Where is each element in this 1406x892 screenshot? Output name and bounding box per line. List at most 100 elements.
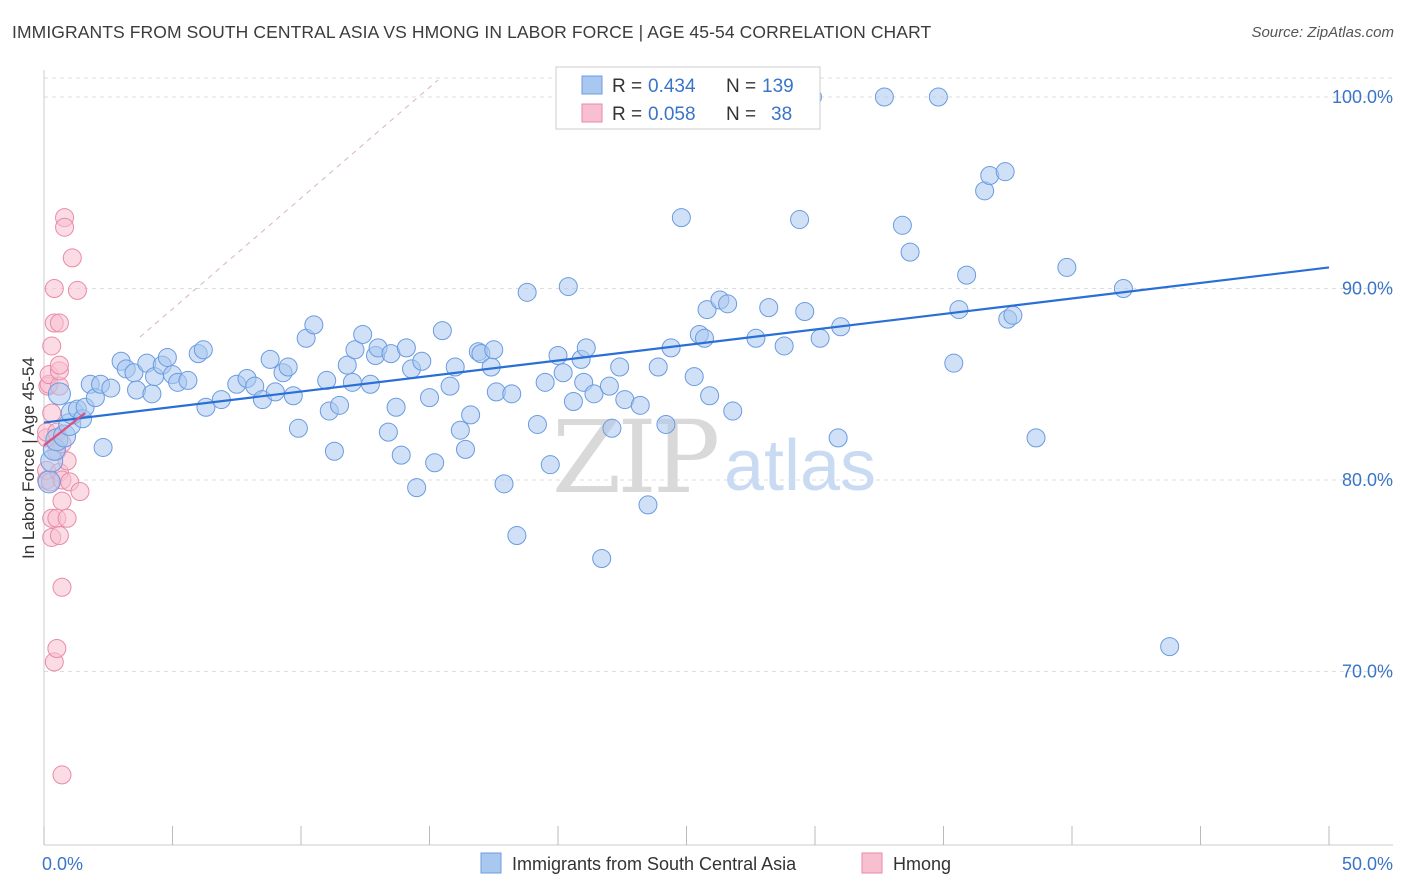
source-label: Source: ZipAtlas.com bbox=[1251, 24, 1394, 41]
blue-point bbox=[671, 208, 691, 228]
pink-point bbox=[47, 639, 67, 659]
y-tick-labels: 70.0% 80.0% 90.0% 100.0% bbox=[1332, 87, 1393, 682]
y-tick-label-90: 90.0% bbox=[1342, 279, 1393, 299]
blue-point bbox=[638, 495, 658, 515]
blue-point bbox=[584, 384, 604, 404]
blue-point bbox=[995, 162, 1015, 182]
axis-ticks bbox=[43, 826, 1330, 845]
legend-label-hmong: Hmong bbox=[893, 854, 951, 874]
blue-point bbox=[892, 215, 912, 235]
blue-point bbox=[790, 210, 810, 230]
x-tick-label-max: 50.0% bbox=[1342, 854, 1393, 874]
blue-point bbox=[342, 372, 362, 392]
y-tick-label-100: 100.0% bbox=[1332, 87, 1393, 107]
hmong-points bbox=[37, 208, 90, 785]
blue-point bbox=[412, 351, 432, 371]
blue-point bbox=[718, 294, 738, 314]
stats-r-value-pink: 0.058 bbox=[648, 104, 696, 125]
stats-legend: R = 0.434 N = 139 R = 0.058 N = 38 bbox=[555, 66, 821, 130]
blue-point bbox=[553, 363, 573, 383]
pink-point bbox=[67, 280, 87, 300]
blue-point bbox=[759, 298, 779, 318]
watermark-zip: ZIP bbox=[552, 399, 717, 516]
blue-point bbox=[330, 395, 350, 415]
blue-point bbox=[810, 328, 830, 348]
blue-point bbox=[260, 349, 280, 369]
stats-n-value-pink: 38 bbox=[771, 104, 792, 125]
pink-point bbox=[44, 279, 64, 298]
blue-point bbox=[1026, 428, 1046, 448]
blue-point bbox=[1160, 637, 1180, 657]
blue-point bbox=[304, 315, 324, 335]
watermark-atlas: atlas bbox=[724, 426, 876, 506]
pink-point bbox=[62, 248, 82, 268]
series-legend: Immigrants from South Central Asia Hmong bbox=[480, 852, 951, 874]
trend-lines bbox=[43, 266, 1330, 447]
stats-n-value-blue: 139 bbox=[762, 76, 794, 97]
south-central-asia-points bbox=[37, 87, 1180, 657]
pink-point bbox=[70, 481, 90, 501]
blue-point bbox=[484, 340, 504, 360]
blue-point bbox=[507, 526, 527, 546]
blue-point bbox=[527, 414, 547, 434]
stats-r-label-pink: R = bbox=[612, 104, 642, 125]
legend-label-south-central-asia: Immigrants from South Central Asia bbox=[512, 854, 797, 874]
blue-point bbox=[928, 87, 948, 107]
blue-point bbox=[288, 418, 308, 438]
pink-point bbox=[52, 491, 72, 511]
stats-swatch-blue bbox=[581, 75, 603, 95]
legend-swatch-south-central-asia bbox=[480, 852, 502, 874]
pink-point bbox=[49, 355, 69, 375]
blue-point bbox=[396, 338, 416, 358]
blue-point bbox=[697, 300, 717, 320]
blue-point bbox=[517, 282, 537, 302]
blue-point bbox=[440, 376, 460, 396]
blue-point bbox=[648, 357, 668, 377]
blue-point bbox=[407, 478, 427, 498]
blue-point bbox=[193, 340, 213, 360]
blue-point bbox=[1057, 257, 1077, 277]
blue-point bbox=[278, 357, 298, 377]
blue-point bbox=[535, 372, 555, 392]
y-axis-label: In Labor Force | Age 45-54 bbox=[19, 357, 38, 559]
y-tick-label-70: 70.0% bbox=[1342, 662, 1393, 682]
y-tick-label-80: 80.0% bbox=[1342, 470, 1393, 490]
blue-point bbox=[828, 428, 848, 448]
blue-point bbox=[494, 474, 514, 494]
blue-point bbox=[774, 336, 794, 356]
pink-point bbox=[52, 577, 72, 597]
pink-point bbox=[55, 217, 75, 237]
pink-point bbox=[42, 336, 62, 356]
blue-point bbox=[461, 405, 481, 425]
x-tick-label-min: 0.0% bbox=[42, 854, 83, 874]
blue-point bbox=[353, 324, 373, 344]
blue-point bbox=[37, 470, 61, 494]
blue-point bbox=[1003, 305, 1023, 325]
blue-point bbox=[610, 357, 630, 377]
blue-point bbox=[900, 242, 920, 262]
blue-point bbox=[1113, 279, 1133, 298]
blue-point bbox=[874, 87, 894, 107]
stats-n-label-pink: N = bbox=[726, 104, 756, 125]
blue-point bbox=[795, 301, 815, 321]
blue-point bbox=[455, 439, 475, 459]
blue-point bbox=[337, 355, 357, 375]
stats-r-label-blue: R = bbox=[612, 76, 642, 97]
pink-point bbox=[42, 403, 62, 423]
blue-point bbox=[602, 418, 622, 438]
axes bbox=[43, 70, 1393, 846]
blue-point bbox=[432, 321, 452, 341]
blue-point bbox=[700, 386, 720, 406]
blue-point bbox=[142, 384, 162, 404]
blue-point bbox=[378, 422, 398, 442]
stats-r-value-blue: 0.434 bbox=[648, 76, 696, 97]
south-central-asia-trend-line bbox=[43, 266, 1330, 424]
blue-point bbox=[265, 382, 285, 402]
blue-point bbox=[949, 300, 969, 320]
blue-point bbox=[576, 338, 596, 358]
blue-point bbox=[540, 455, 560, 475]
blue-point bbox=[656, 414, 676, 434]
blue-point bbox=[283, 386, 303, 406]
blue-point bbox=[178, 370, 198, 390]
